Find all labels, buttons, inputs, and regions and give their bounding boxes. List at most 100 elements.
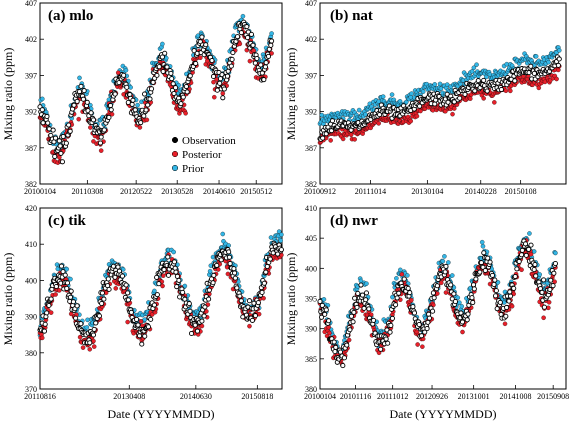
ytick-label: 387 xyxy=(25,144,37,153)
point-observation xyxy=(108,107,114,113)
point-observation xyxy=(125,99,131,105)
xtick-label: 20130104 xyxy=(411,187,443,196)
point-observation xyxy=(187,73,193,79)
point-observation xyxy=(317,298,323,305)
point-prior xyxy=(479,239,485,245)
point-observation xyxy=(264,263,270,270)
point-observation xyxy=(41,328,48,334)
point-posterior xyxy=(450,111,455,117)
point-observation xyxy=(162,50,168,56)
point-posterior xyxy=(76,116,81,122)
xtick-label: 20150818 xyxy=(241,392,273,401)
xtick-label: 20111012 xyxy=(377,392,408,401)
point-prior xyxy=(420,89,426,94)
point-observation xyxy=(192,322,198,328)
point-observation xyxy=(519,252,525,258)
point-posterior xyxy=(508,88,513,94)
point-observation xyxy=(385,340,391,346)
point-observation xyxy=(555,62,561,68)
ytick-label: 395 xyxy=(305,295,317,304)
point-observation xyxy=(124,84,130,90)
point-observation xyxy=(220,95,226,101)
point-prior xyxy=(469,69,475,74)
point-observation xyxy=(199,34,205,40)
point-observation xyxy=(169,76,175,82)
point-prior xyxy=(279,232,284,237)
point-observation xyxy=(250,42,256,48)
point-observation xyxy=(511,285,517,291)
point-observation xyxy=(326,318,332,324)
point-observation xyxy=(156,281,162,287)
point-observation xyxy=(209,58,215,64)
panel-c-title: (c) tik xyxy=(48,213,87,229)
point-posterior xyxy=(87,347,93,352)
point-observation xyxy=(493,288,499,294)
point-posterior xyxy=(247,323,252,329)
point-observation xyxy=(348,313,355,319)
point-observation xyxy=(142,333,148,339)
point-observation xyxy=(84,99,90,105)
point-observation xyxy=(106,286,112,292)
point-posterior xyxy=(91,139,96,144)
point-posterior xyxy=(251,48,257,53)
point-observation xyxy=(477,269,483,275)
point-observation xyxy=(457,95,463,101)
ytick-label: 405 xyxy=(305,234,317,243)
point-observation xyxy=(148,316,154,322)
point-prior xyxy=(409,91,414,96)
point-observation xyxy=(60,134,66,140)
ytick-label: 400 xyxy=(305,264,317,273)
point-observation xyxy=(246,298,253,304)
point-prior xyxy=(152,288,157,294)
point-observation xyxy=(396,290,402,296)
point-observation xyxy=(262,64,268,70)
point-observation xyxy=(503,313,509,319)
ytick-label: 390 xyxy=(305,325,317,334)
point-prior xyxy=(364,281,369,286)
legend-marker-prior xyxy=(171,164,179,172)
point-observation xyxy=(58,150,64,156)
point-observation xyxy=(341,355,347,361)
legend-marker-posterior xyxy=(171,150,179,158)
point-observation xyxy=(229,56,235,62)
point-prior xyxy=(390,294,395,300)
point-observation xyxy=(187,308,193,314)
panel-a-xticks: 20100104 20110308 20120522 20130528 20140610… xyxy=(24,180,272,196)
point-observation xyxy=(119,273,125,279)
point-posterior xyxy=(138,319,144,324)
point-observation xyxy=(263,269,269,275)
point-posterior xyxy=(144,117,150,123)
point-observation xyxy=(254,55,260,62)
point-posterior xyxy=(261,296,266,301)
point-observation xyxy=(142,91,148,97)
point-observation xyxy=(154,72,160,78)
point-observation xyxy=(164,64,170,70)
point-observation xyxy=(40,120,46,126)
point-posterior xyxy=(212,94,217,100)
point-posterior xyxy=(211,79,216,85)
point-observation xyxy=(202,304,208,310)
point-prior xyxy=(135,102,140,108)
point-observation xyxy=(206,287,212,293)
ytick-label: 370 xyxy=(25,385,37,394)
point-posterior xyxy=(113,286,119,291)
xtick-label: 20120926 xyxy=(416,392,448,401)
ytick-label: 407 xyxy=(25,0,37,8)
point-observation xyxy=(64,285,70,292)
point-observation xyxy=(143,107,149,113)
point-posterior xyxy=(519,267,524,272)
point-prior xyxy=(471,65,477,71)
point-observation xyxy=(516,258,522,265)
point-observation xyxy=(238,298,244,304)
point-observation xyxy=(519,247,525,253)
xtick-label: 20100104 xyxy=(304,392,336,401)
point-observation xyxy=(350,319,356,325)
ytick-label: 382 xyxy=(25,180,37,189)
ytick-label: 420 xyxy=(25,204,37,213)
xtick-label: 20140610 xyxy=(203,187,235,196)
point-observation xyxy=(234,34,241,40)
point-observation xyxy=(278,247,284,253)
panel-d-xticks: 20100104 20101116 20111012 20120926 20131001… xyxy=(304,385,569,401)
point-observation xyxy=(485,255,491,261)
point-prior xyxy=(546,59,551,65)
